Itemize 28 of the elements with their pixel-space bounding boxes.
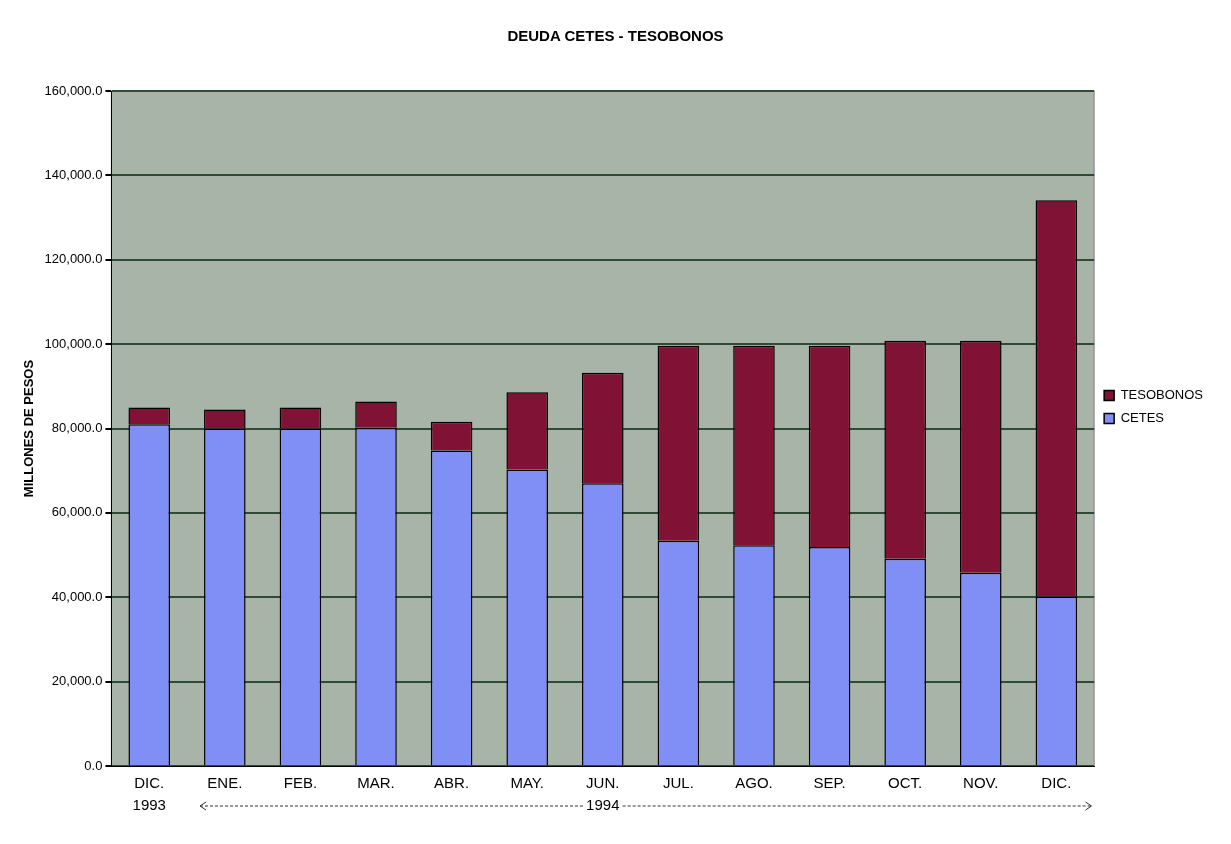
y-tick-label: 40,000.0 [51, 588, 103, 604]
x-tick-label: NOV. [963, 774, 999, 792]
y-tick-label: 0.0 [84, 757, 103, 773]
x-tick-label: JUN. [586, 774, 620, 792]
legend-label: TESOBONOS [1120, 387, 1204, 403]
y-tick-label: 160,000.0 [44, 82, 103, 98]
y-tick-label: 20,000.0 [51, 673, 103, 689]
text: 1994 [586, 796, 620, 814]
x-tick-label: DIC. [1041, 774, 1072, 792]
y-tick-label: 60,000.0 [51, 504, 103, 520]
chart-title: DEUDA CETES - TESOBONOS [507, 27, 724, 45]
x-tick-label: MAR. [357, 774, 395, 792]
x-tick-label: MAY. [510, 774, 545, 792]
x-tick-label: SEP. [813, 774, 846, 792]
y-axis-title: MILLONES DE PESOS [21, 359, 37, 498]
x-tick-label: DIC. [134, 774, 165, 792]
legend-label: CETES [1120, 410, 1165, 426]
y-tick-label: 100,000.0 [44, 335, 103, 351]
x-tick-label: OCT. [888, 774, 923, 792]
y-tick-label: 140,000.0 [44, 166, 103, 182]
x-tick-label: FEB. [283, 774, 318, 792]
y-tick-label: 120,000.0 [44, 251, 103, 267]
x-tick-label: ENE. [207, 774, 243, 792]
x-tick-label: AGO. [735, 774, 773, 792]
x-tick-label: ABR. [434, 774, 470, 792]
x-tick-label: JUL. [662, 774, 694, 792]
y-tick-label: 80,000.0 [51, 420, 103, 436]
text: 1993 [132, 796, 166, 814]
